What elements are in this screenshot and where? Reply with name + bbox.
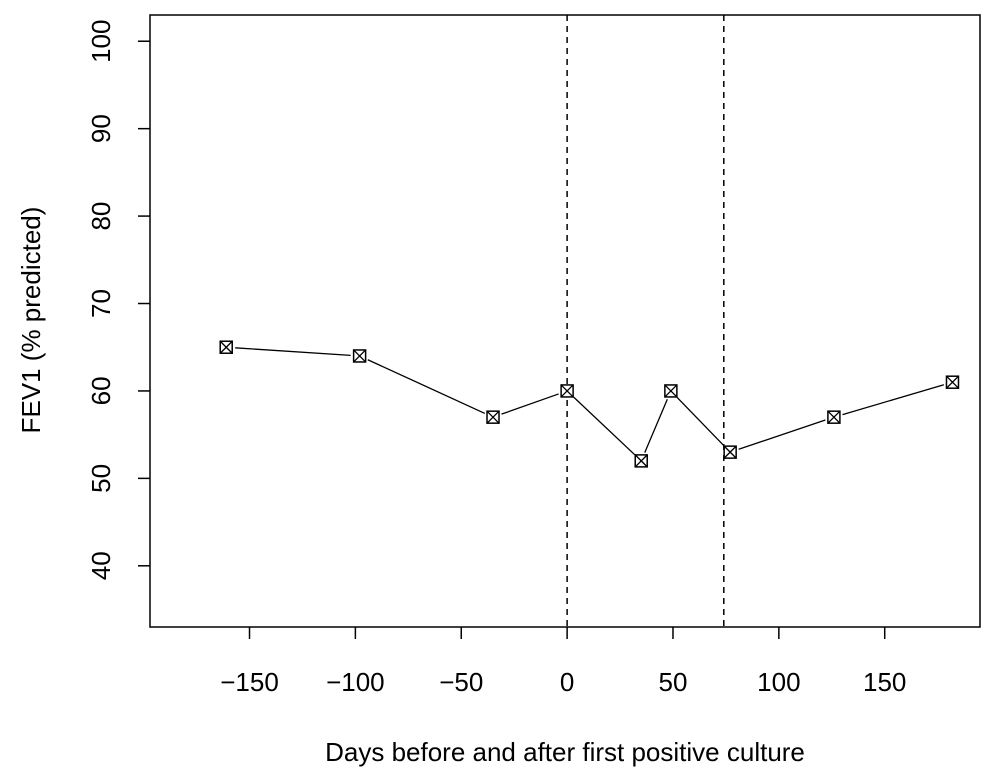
y-axis: 40 50 60 70 80 90 100 bbox=[86, 20, 150, 580]
series-line-segment bbox=[842, 384, 945, 416]
marker-cross bbox=[353, 349, 367, 363]
series-line-segment bbox=[738, 419, 826, 450]
marker-cross bbox=[219, 340, 233, 354]
marker-cross bbox=[827, 410, 841, 424]
marker-cross bbox=[946, 375, 959, 389]
series-line-segment bbox=[235, 347, 351, 357]
data-point bbox=[486, 410, 500, 424]
marker-cross bbox=[664, 384, 678, 398]
x-tick-label: 50 bbox=[659, 667, 688, 697]
series-line-segment bbox=[501, 393, 559, 415]
y-tick-label: 50 bbox=[86, 464, 116, 493]
y-tick-label: 60 bbox=[86, 376, 116, 405]
plot-frame bbox=[149, 14, 981, 628]
data-point bbox=[634, 454, 648, 468]
data-point bbox=[945, 375, 960, 389]
series-line-segment bbox=[367, 359, 486, 415]
series-line-segment bbox=[644, 398, 668, 453]
x-axis-title: Days before and after first positive cul… bbox=[325, 737, 805, 767]
y-axis-title: FEV1 (% predicted) bbox=[16, 207, 46, 434]
data-point bbox=[723, 445, 737, 459]
x-tick-label: −100 bbox=[326, 667, 385, 697]
y-tick-label: 70 bbox=[86, 289, 116, 318]
series-line-segment bbox=[676, 396, 725, 447]
x-tick-label: −50 bbox=[439, 667, 483, 697]
x-tick-label: 100 bbox=[757, 667, 800, 697]
data-point bbox=[827, 410, 841, 424]
reference-lines bbox=[566, 15, 725, 627]
marker-cross bbox=[634, 454, 648, 468]
y-tick-label: 90 bbox=[86, 114, 116, 143]
data-point bbox=[219, 340, 233, 354]
y-tick-label: 80 bbox=[86, 202, 116, 231]
x-axis: −150 −100 −50 0 50 100 150 bbox=[220, 627, 906, 697]
series-line-segment bbox=[573, 396, 636, 456]
series-group bbox=[219, 340, 960, 468]
y-tick-label: 100 bbox=[86, 20, 116, 63]
y-tick-label: 40 bbox=[86, 551, 116, 580]
x-tick-label: 150 bbox=[863, 667, 906, 697]
x-tick-label: −150 bbox=[220, 667, 279, 697]
marker-cross bbox=[560, 384, 574, 398]
x-tick-label: 0 bbox=[560, 667, 574, 697]
data-point bbox=[664, 384, 678, 398]
data-point bbox=[560, 384, 574, 398]
marker-cross bbox=[486, 410, 500, 424]
marker-cross bbox=[723, 445, 737, 459]
data-point bbox=[352, 349, 367, 363]
